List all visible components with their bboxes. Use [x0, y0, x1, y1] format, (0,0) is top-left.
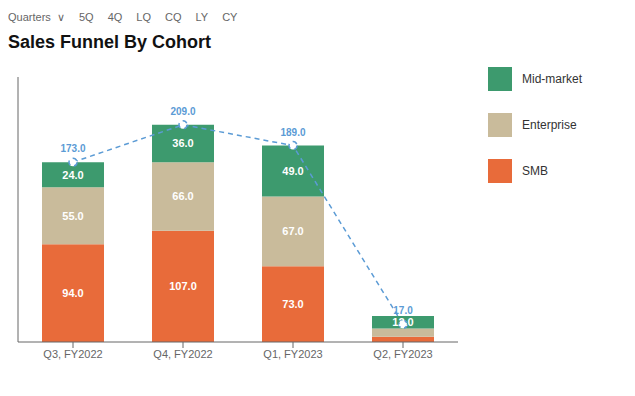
svg-text:107.0: 107.0 [169, 280, 197, 292]
svg-text:55.0: 55.0 [62, 210, 83, 222]
html-text:LY: LY [195, 11, 209, 23]
svg-text:12.0: 12.0 [392, 316, 413, 328]
svg-text:Q4, FY2022: Q4, FY2022 [153, 348, 212, 360]
html-text:CY: CY [222, 11, 238, 23]
svg-text:209.0: 209.0 [170, 106, 195, 117]
html-text:CQ: CQ [165, 11, 182, 23]
svg-text:Q2, FY2023: Q2, FY2023 [373, 348, 432, 360]
html-text:Mid-market: Mid-market [522, 72, 582, 86]
html-text:LQ: LQ [136, 11, 151, 23]
svg-text:66.0: 66.0 [172, 190, 193, 202]
html-text:Sales Funnel By Cohort: Sales Funnel By Cohort [8, 32, 211, 52]
svg-text:Q1, FY2023: Q1, FY2023 [263, 348, 322, 360]
svg-text:94.0: 94.0 [62, 287, 83, 299]
svg-text:73.0: 73.0 [282, 298, 303, 310]
svg-text:17.0: 17.0 [393, 305, 413, 316]
html-text:4Q: 4Q [107, 11, 123, 23]
html-text:5Q: 5Q [79, 11, 94, 23]
svg-text:36.0: 36.0 [172, 137, 193, 149]
html-text:SMB: SMB [522, 164, 548, 178]
svg-text:24.0: 24.0 [62, 169, 83, 181]
svg-text:Q3, FY2022: Q3, FY2022 [43, 348, 102, 360]
html-text:Enterprise: Enterprise [522, 118, 577, 132]
svg-text:67.0: 67.0 [282, 225, 303, 237]
svg-text:173.0: 173.0 [60, 143, 85, 154]
svg-text:49.0: 49.0 [282, 165, 303, 177]
html-text:Quarters ∨: Quarters ∨ [8, 10, 65, 23]
svg-text:189.0: 189.0 [280, 127, 305, 138]
